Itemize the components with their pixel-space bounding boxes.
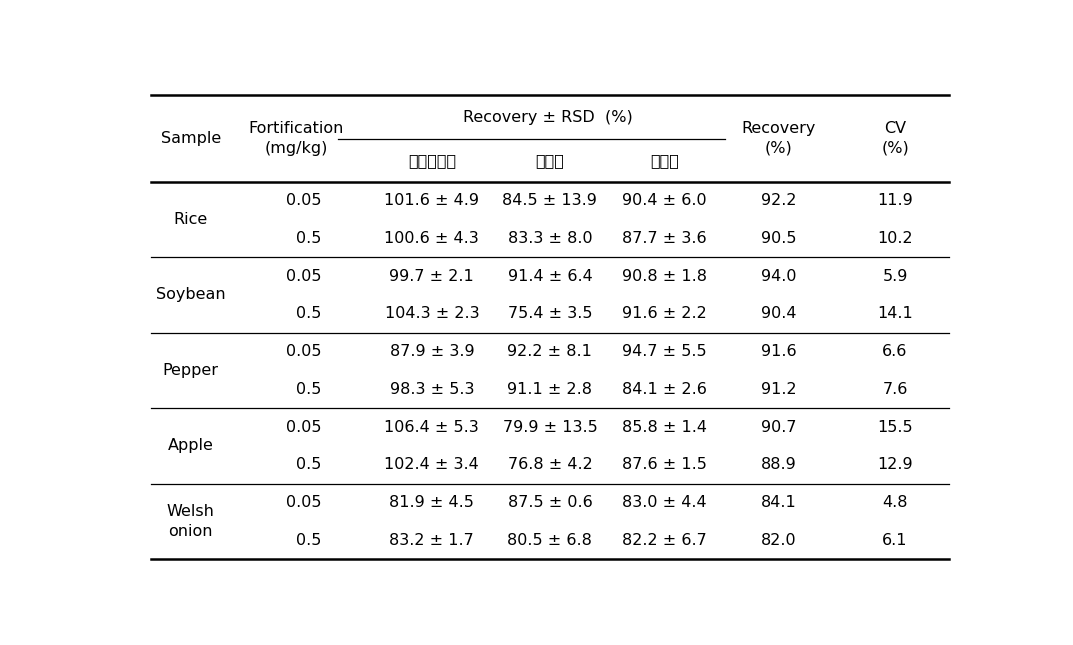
Text: 91.4 ± 6.4: 91.4 ± 6.4 xyxy=(508,268,592,284)
Text: 100.6 ± 4.3: 100.6 ± 4.3 xyxy=(384,231,480,246)
Text: 부산청: 부산청 xyxy=(535,153,564,168)
Text: 87.7 ± 3.6: 87.7 ± 3.6 xyxy=(622,231,707,246)
Text: 14.1: 14.1 xyxy=(877,306,913,321)
Text: 84.5 ± 13.9: 84.5 ± 13.9 xyxy=(502,193,598,208)
Text: 82.2 ± 6.7: 82.2 ± 6.7 xyxy=(622,533,707,548)
Text: 91.2: 91.2 xyxy=(761,382,796,397)
Text: 0.05: 0.05 xyxy=(285,268,321,284)
Text: 0.5: 0.5 xyxy=(296,306,321,321)
Text: 80.5 ± 6.8: 80.5 ± 6.8 xyxy=(508,533,592,548)
Text: 83.2 ± 1.7: 83.2 ± 1.7 xyxy=(389,533,474,548)
Text: 0.05: 0.05 xyxy=(285,344,321,359)
Text: 84.1: 84.1 xyxy=(761,495,796,510)
Text: Apple: Apple xyxy=(167,439,214,453)
Text: 76.8 ± 4.2: 76.8 ± 4.2 xyxy=(508,457,592,472)
Text: 84.1 ± 2.6: 84.1 ± 2.6 xyxy=(622,382,707,397)
Text: 91.1 ± 2.8: 91.1 ± 2.8 xyxy=(508,382,592,397)
Text: 101.6 ± 4.9: 101.6 ± 4.9 xyxy=(384,193,480,208)
Text: 91.6 ± 2.2: 91.6 ± 2.2 xyxy=(622,306,707,321)
Text: 91.6: 91.6 xyxy=(761,344,796,359)
Text: 98.3 ± 5.3: 98.3 ± 5.3 xyxy=(389,382,474,397)
Text: 경인청: 경인청 xyxy=(650,153,679,168)
Text: 6.6: 6.6 xyxy=(882,344,908,359)
Text: 0.05: 0.05 xyxy=(285,495,321,510)
Text: Sample: Sample xyxy=(161,131,221,146)
Text: 90.7: 90.7 xyxy=(761,419,796,435)
Text: 104.3 ± 2.3: 104.3 ± 2.3 xyxy=(384,306,480,321)
Text: Recovery ± RSD  (%): Recovery ± RSD (%) xyxy=(464,110,633,124)
Text: 12.9: 12.9 xyxy=(878,457,913,472)
Text: 75.4 ± 3.5: 75.4 ± 3.5 xyxy=(508,306,592,321)
Text: 5.9: 5.9 xyxy=(882,268,908,284)
Text: 잔류물질과: 잔류물질과 xyxy=(408,153,456,168)
Text: 90.4 ± 6.0: 90.4 ± 6.0 xyxy=(622,193,707,208)
Text: 90.8 ± 1.8: 90.8 ± 1.8 xyxy=(622,268,707,284)
Text: Rice: Rice xyxy=(174,212,208,227)
Text: Soybean: Soybean xyxy=(156,288,225,303)
Text: 92.2: 92.2 xyxy=(761,193,796,208)
Text: 0.5: 0.5 xyxy=(296,457,321,472)
Text: 106.4 ± 5.3: 106.4 ± 5.3 xyxy=(384,419,480,435)
Text: 10.2: 10.2 xyxy=(878,231,913,246)
Text: 0.5: 0.5 xyxy=(296,231,321,246)
Text: 79.9 ± 13.5: 79.9 ± 13.5 xyxy=(502,419,598,435)
Text: 7.6: 7.6 xyxy=(882,382,908,397)
Text: 92.2 ± 8.1: 92.2 ± 8.1 xyxy=(508,344,592,359)
Text: 94.0: 94.0 xyxy=(761,268,796,284)
Text: 88.9: 88.9 xyxy=(761,457,796,472)
Text: 90.4: 90.4 xyxy=(761,306,796,321)
Text: 87.5 ± 0.6: 87.5 ± 0.6 xyxy=(508,495,592,510)
Text: 4.8: 4.8 xyxy=(882,495,908,510)
Text: 0.05: 0.05 xyxy=(285,193,321,208)
Text: Welsh
onion: Welsh onion xyxy=(166,504,215,539)
Text: 83.0 ± 4.4: 83.0 ± 4.4 xyxy=(622,495,707,510)
Text: CV
(%): CV (%) xyxy=(881,121,909,155)
Text: 0.5: 0.5 xyxy=(296,382,321,397)
Text: 11.9: 11.9 xyxy=(877,193,913,208)
Text: 82.0: 82.0 xyxy=(761,533,796,548)
Text: Pepper: Pepper xyxy=(163,363,219,378)
Text: 15.5: 15.5 xyxy=(878,419,913,435)
Text: Fortification
(mg/kg): Fortification (mg/kg) xyxy=(249,121,344,155)
Text: 0.05: 0.05 xyxy=(285,419,321,435)
Text: 83.3 ± 8.0: 83.3 ± 8.0 xyxy=(508,231,592,246)
Text: 90.5: 90.5 xyxy=(761,231,796,246)
Text: 94.7 ± 5.5: 94.7 ± 5.5 xyxy=(622,344,707,359)
Text: 87.9 ± 3.9: 87.9 ± 3.9 xyxy=(389,344,474,359)
Text: 6.1: 6.1 xyxy=(882,533,908,548)
Text: 102.4 ± 3.4: 102.4 ± 3.4 xyxy=(384,457,480,472)
Text: 87.6 ± 1.5: 87.6 ± 1.5 xyxy=(622,457,707,472)
Text: 85.8 ± 1.4: 85.8 ± 1.4 xyxy=(622,419,707,435)
Text: 99.7 ± 2.1: 99.7 ± 2.1 xyxy=(389,268,474,284)
Text: 0.5: 0.5 xyxy=(296,533,321,548)
Text: Recovery
(%): Recovery (%) xyxy=(741,121,815,155)
Text: 81.9 ± 4.5: 81.9 ± 4.5 xyxy=(389,495,474,510)
